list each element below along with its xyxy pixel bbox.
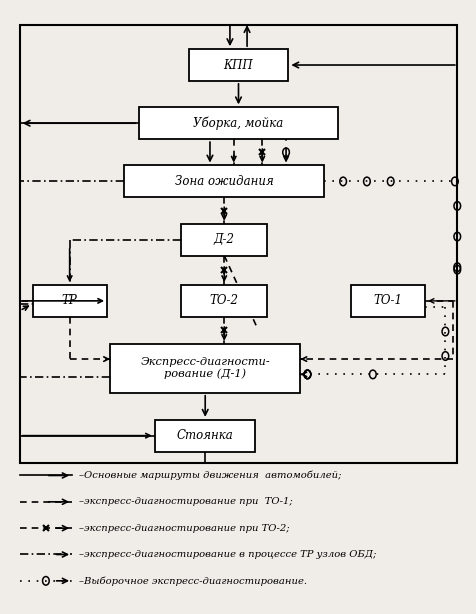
Text: –Выборочное экспресс-диагностирование.: –Выборочное экспресс-диагностирование.	[79, 576, 307, 586]
FancyBboxPatch shape	[124, 166, 323, 197]
FancyBboxPatch shape	[181, 285, 267, 317]
Text: –экспресс-диагностирование при  ТО-1;: –экспресс-диагностирование при ТО-1;	[79, 497, 292, 507]
FancyBboxPatch shape	[155, 420, 255, 451]
Text: Д-2: Д-2	[213, 233, 234, 246]
FancyBboxPatch shape	[33, 285, 106, 317]
Text: ТО-1: ТО-1	[373, 294, 402, 308]
Text: ТО-2: ТО-2	[209, 294, 238, 308]
Text: –экспресс-диагностирование при ТО-2;: –экспресс-диагностирование при ТО-2;	[79, 524, 289, 533]
FancyBboxPatch shape	[181, 223, 267, 255]
FancyBboxPatch shape	[188, 49, 288, 81]
Text: ТР: ТР	[62, 294, 78, 308]
Text: Уборка, мойка: Уборка, мойка	[193, 117, 283, 130]
Text: КПП: КПП	[223, 58, 253, 71]
Text: Стоянка: Стоянка	[177, 429, 233, 442]
Text: Экспресс-диагности-
рование (Д-1): Экспресс-диагности- рование (Д-1)	[140, 357, 269, 379]
Text: Зона ожидания: Зона ожидания	[175, 175, 273, 188]
Text: –экспресс-диагностирование в процессе ТР узлов ОБД;: –экспресс-диагностирование в процессе ТР…	[79, 550, 376, 559]
FancyBboxPatch shape	[139, 107, 337, 139]
Text: –Основные маршруты движения  автомобилей;: –Основные маршруты движения автомобилей;	[79, 471, 341, 480]
FancyBboxPatch shape	[351, 285, 424, 317]
FancyBboxPatch shape	[110, 344, 300, 393]
